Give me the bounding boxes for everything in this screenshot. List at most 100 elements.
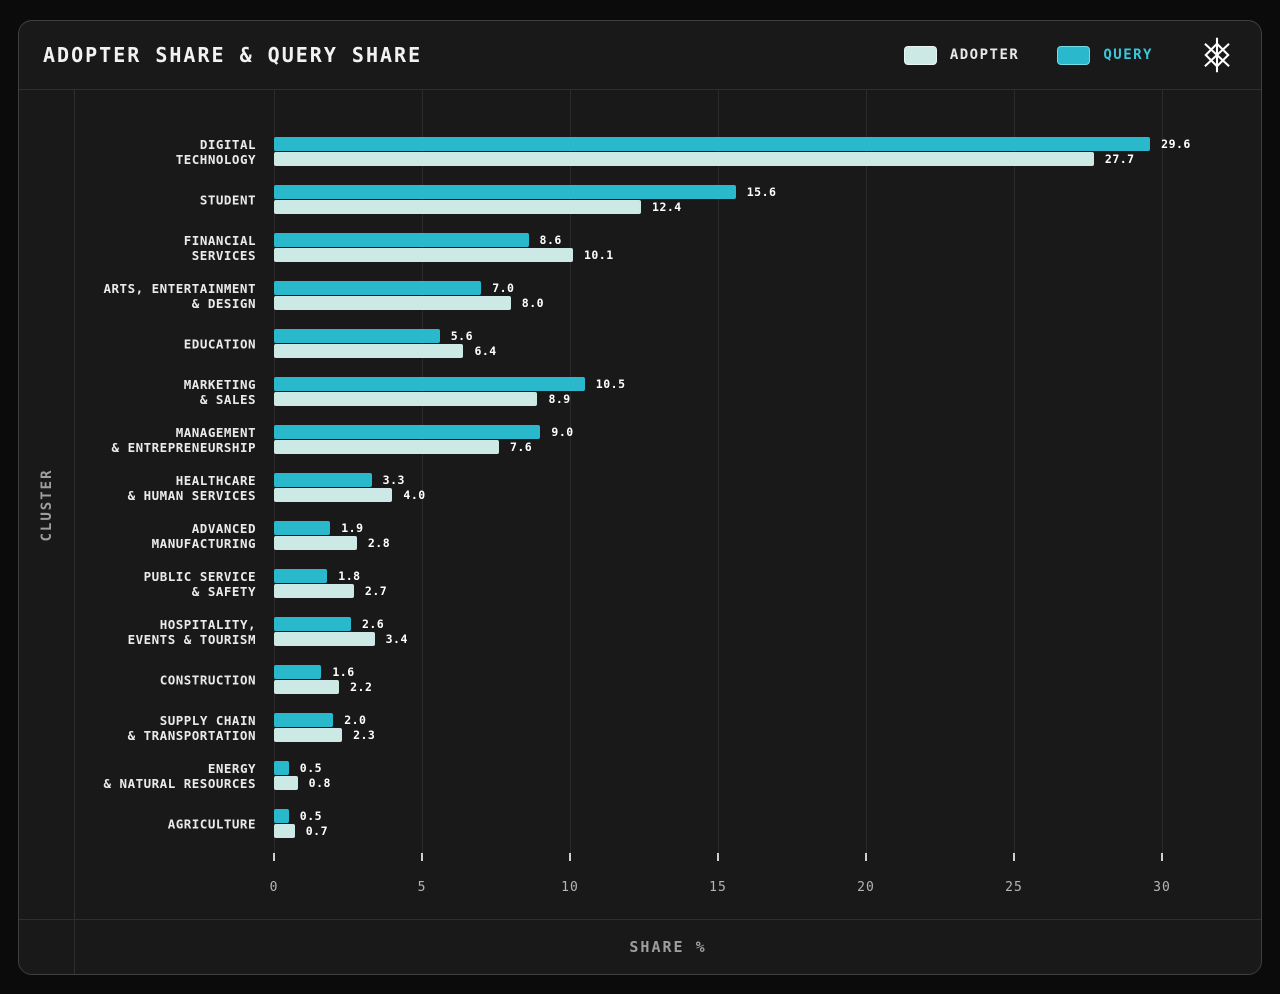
adopter-bar [274,824,295,838]
x-axis-label: SHARE % [629,938,707,956]
category-label: HOSPITALITY, EVENTS & TOURISM [127,617,256,647]
adopter-bar [274,728,343,742]
category-label: CONSTRUCTION [159,672,256,688]
query-value-label: 15.6 [746,185,777,199]
adopter-value-label: 10.1 [583,248,614,262]
axis-tick [569,853,571,861]
adopter-bar [274,584,354,598]
chart-title: ADOPTER SHARE & QUERY SHARE [43,43,423,67]
y-axis-label: CLUSTER [38,467,55,542]
category-label: STUDENT [199,192,256,208]
adopter-value-label: 0.8 [308,776,331,790]
category-label: PUBLIC SERVICE & SAFETY [143,569,256,599]
query-value-label: 29.6 [1161,137,1191,151]
query-bar [274,761,289,775]
adopter-value-label: 3.4 [385,632,408,646]
gridline [422,90,423,853]
footer-corner [19,920,75,974]
axis-tick-label: 20 [857,880,875,895]
axis-tick [273,853,275,861]
adopter-bar [274,632,375,646]
query-value-label: 10.5 [595,377,626,391]
adopter-bar [274,680,340,694]
adopter-value-label: 8.9 [548,392,571,406]
legend-item-adopter: ADOPTER [903,45,1020,65]
axis-tick-label: 30 [1153,880,1171,895]
gridline [718,90,719,853]
adopter-bar [274,488,393,502]
legend-item-query: QUERY [1057,45,1153,65]
gridline [570,90,571,853]
adopter-bar [274,152,1094,166]
adopter-bar [274,392,538,406]
adopter-bar [274,248,573,262]
adopter-value-label: 6.4 [474,344,497,358]
legend-label-query: QUERY [1103,47,1153,63]
adopter-value-label: 8.0 [521,296,545,310]
query-bar [274,713,334,727]
adopter-value-label: 0.7 [305,824,328,838]
query-value-label: 7.0 [492,281,515,295]
query-bar [274,233,529,247]
y-axis-label-strip: CLUSTER [19,90,75,919]
adopter-value-label: 2.7 [364,584,388,598]
category-label: ARTS, ENTERTAINMENT & DESIGN [103,281,256,311]
category-label: ADVANCED MANUFACTURING [151,521,256,551]
query-value-label: 5.6 [450,329,474,343]
query-bar [274,377,585,391]
plot-area: 0 5 10 15 20 25 30 DIGITAL TECHNOLOGY 29.6 27.7 STU… [75,90,1261,919]
gridline [866,90,867,853]
query-value-label: 3.3 [382,473,405,487]
legend-label-adopter: ADOPTER [949,47,1020,63]
gridline [274,90,275,853]
query-value-label: 8.6 [539,233,562,247]
query-value-label: 1.6 [332,665,355,679]
legend: ADOPTER QUERY [903,45,1153,65]
adopter-value-label: 2.3 [353,728,376,742]
gridline [1014,90,1015,853]
query-bar [274,473,372,487]
category-label: ENERGY & NATURAL RESOURCES [103,761,256,791]
adopter-bar [274,536,357,550]
query-value-label: 2.6 [361,617,385,631]
axis-tick [421,853,423,861]
chart-card: ADOPTER SHARE & QUERY SHARE ADOPTER QUER… [18,20,1262,975]
axis-tick-label: 15 [709,880,727,895]
adopter-bar [274,776,298,790]
category-label: AGRICULTURE [167,816,256,832]
card-header: ADOPTER SHARE & QUERY SHARE ADOPTER QUER… [19,21,1261,90]
adopter-value-label: 2.2 [350,680,373,694]
axis-tick-label: 25 [1005,880,1023,895]
x-axis-label-cell: SHARE % [75,920,1261,974]
axis-tick [865,853,867,861]
chart-body: CLUSTER 0 5 10 15 20 25 30 DIGITAL TECHNOLOGY 29.… [19,90,1261,919]
category-label: HEALTHCARE & HUMAN SERVICES [127,473,256,503]
adopter-bar [274,344,464,358]
adopter-value-label: 4.0 [403,488,426,502]
query-value-label: 0.5 [299,761,323,775]
query-bar [274,185,736,199]
axis-tick-label: 0 [269,880,279,895]
query-bar [274,329,440,343]
query-value-label: 0.5 [299,809,323,823]
category-label: EDUCATION [183,336,256,352]
adopter-value-label: 2.8 [367,536,391,550]
category-label: FINANCIAL SERVICES [183,233,256,263]
adopter-value-label: 27.7 [1104,152,1135,166]
query-bar [274,281,482,295]
query-value-label: 9.0 [551,425,574,439]
axis-tick [1013,853,1015,861]
category-label: SUPPLY CHAIN & TRANSPORTATION [127,713,256,743]
category-label: MANAGEMENT & ENTREPRENEURSHIP [111,425,256,455]
query-bar [274,137,1151,151]
adopter-value-label: 12.4 [652,200,682,214]
card-footer: SHARE % [19,919,1261,974]
query-value-label: 1.8 [338,569,361,583]
axis-tick [717,853,719,861]
category-label: MARKETING & SALES [183,377,256,407]
adopter-bar [274,296,511,310]
query-swatch-icon [1057,45,1091,65]
query-bar [274,809,289,823]
query-value-label: 1.9 [341,521,364,535]
